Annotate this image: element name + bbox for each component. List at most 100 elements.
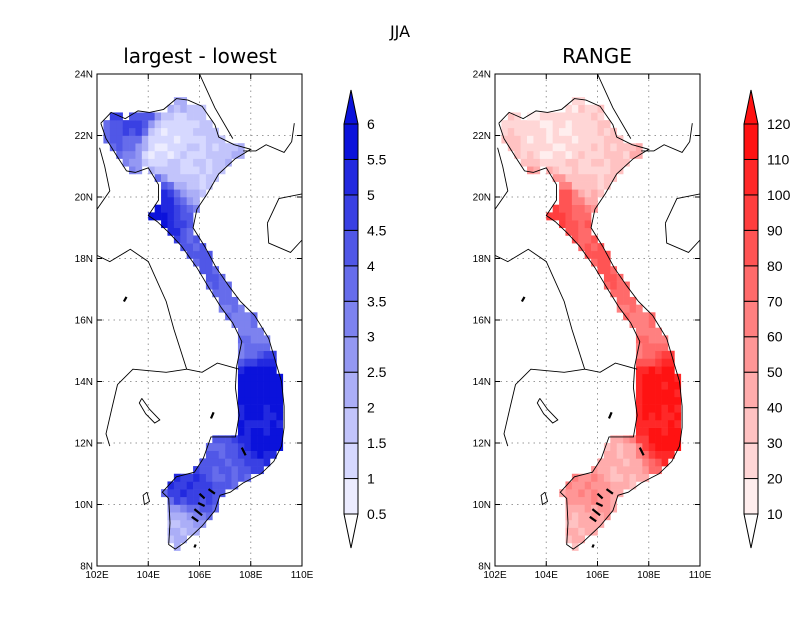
data-cell bbox=[231, 150, 239, 159]
data-cell bbox=[603, 127, 611, 136]
data-cell bbox=[584, 489, 592, 498]
data-cell bbox=[623, 450, 630, 459]
data-cell bbox=[584, 204, 592, 213]
data-cell bbox=[616, 158, 624, 167]
data-cell bbox=[648, 343, 656, 352]
data-cell bbox=[129, 150, 136, 159]
data-cell bbox=[533, 150, 541, 159]
data-cell bbox=[674, 389, 682, 398]
data-cell bbox=[591, 250, 598, 259]
data-cell bbox=[199, 173, 207, 182]
data-cell bbox=[661, 381, 669, 390]
data-cell bbox=[269, 381, 277, 390]
data-cell bbox=[103, 127, 111, 136]
data-cell bbox=[571, 473, 579, 482]
data-cell bbox=[231, 450, 239, 459]
data-cell bbox=[552, 127, 560, 136]
data-cell bbox=[122, 158, 130, 167]
data-cell bbox=[250, 443, 258, 451]
data-cell bbox=[603, 443, 611, 451]
data-cell bbox=[571, 143, 579, 152]
data-cell bbox=[603, 512, 611, 521]
panel-title: largest - lowest bbox=[123, 44, 277, 68]
data-cell bbox=[154, 143, 162, 152]
data-cell bbox=[584, 212, 592, 221]
data-cell bbox=[269, 358, 277, 367]
data-cell bbox=[257, 373, 264, 382]
data-cell bbox=[591, 104, 598, 113]
data-cell bbox=[193, 158, 200, 167]
data-cell bbox=[578, 519, 585, 528]
data-cell bbox=[565, 112, 573, 121]
data-cell bbox=[237, 312, 245, 321]
data-cell bbox=[263, 396, 271, 405]
data-cell bbox=[597, 481, 605, 490]
colorbar-label: 3.5 bbox=[367, 293, 387, 309]
data-cell bbox=[578, 135, 585, 144]
data-cell bbox=[642, 404, 650, 413]
data-cell bbox=[610, 489, 618, 498]
data-cell bbox=[250, 327, 258, 336]
data-cell bbox=[218, 296, 226, 305]
data-cell bbox=[616, 466, 624, 475]
data-cell bbox=[629, 435, 637, 444]
data-cell bbox=[148, 212, 155, 221]
data-cell bbox=[623, 466, 630, 475]
data-cell bbox=[109, 112, 117, 121]
data-cell bbox=[571, 189, 579, 198]
data-cell bbox=[244, 312, 252, 321]
data-cell bbox=[154, 166, 162, 175]
data-cell bbox=[674, 396, 682, 405]
data-cell bbox=[148, 166, 155, 175]
data-cell bbox=[212, 450, 220, 459]
x-tick-label: 106E bbox=[188, 570, 212, 581]
data-cell bbox=[584, 181, 592, 190]
data-cell bbox=[610, 289, 618, 298]
data-cell bbox=[173, 173, 181, 182]
data-cell bbox=[667, 389, 675, 398]
data-cell bbox=[623, 473, 630, 482]
data-cell bbox=[584, 527, 592, 536]
data-cell bbox=[186, 204, 194, 213]
data-cell bbox=[154, 173, 162, 182]
data-cell bbox=[527, 135, 534, 144]
data-cell bbox=[571, 212, 579, 221]
data-cell bbox=[655, 458, 662, 467]
data-cell bbox=[616, 296, 624, 305]
colorbar-bin bbox=[743, 300, 759, 338]
data-cell bbox=[257, 389, 264, 398]
data-cell bbox=[193, 173, 200, 182]
data-cell bbox=[186, 104, 194, 113]
data-cell bbox=[539, 127, 547, 136]
data-cell bbox=[237, 412, 245, 421]
data-cell bbox=[193, 120, 200, 129]
data-cell bbox=[603, 258, 611, 267]
data-cell bbox=[161, 220, 168, 229]
data-cell bbox=[231, 143, 239, 152]
island-outline bbox=[142, 491, 151, 506]
river-mouth bbox=[638, 447, 645, 456]
data-cell bbox=[244, 358, 252, 367]
data-cell bbox=[661, 404, 669, 413]
colorbar-label: 1 bbox=[367, 471, 375, 487]
data-cell bbox=[661, 458, 669, 467]
data-cell bbox=[193, 104, 200, 113]
data-cell bbox=[218, 150, 226, 159]
data-cell bbox=[565, 135, 573, 144]
data-cell bbox=[173, 181, 181, 190]
data-cell bbox=[635, 404, 643, 413]
data-cell bbox=[250, 396, 258, 405]
data-cell bbox=[514, 135, 521, 144]
data-cell bbox=[629, 458, 637, 467]
data-cell bbox=[276, 396, 284, 405]
data-cell bbox=[122, 150, 130, 159]
data-cell bbox=[199, 112, 207, 121]
data-cell bbox=[225, 450, 232, 459]
data-cell bbox=[225, 312, 232, 321]
data-cell bbox=[193, 204, 200, 213]
colorbar-label: 2.5 bbox=[367, 364, 387, 380]
data-cell bbox=[603, 458, 611, 467]
data-cell bbox=[193, 150, 200, 159]
data-cell bbox=[635, 450, 643, 459]
data-cell bbox=[629, 481, 637, 490]
